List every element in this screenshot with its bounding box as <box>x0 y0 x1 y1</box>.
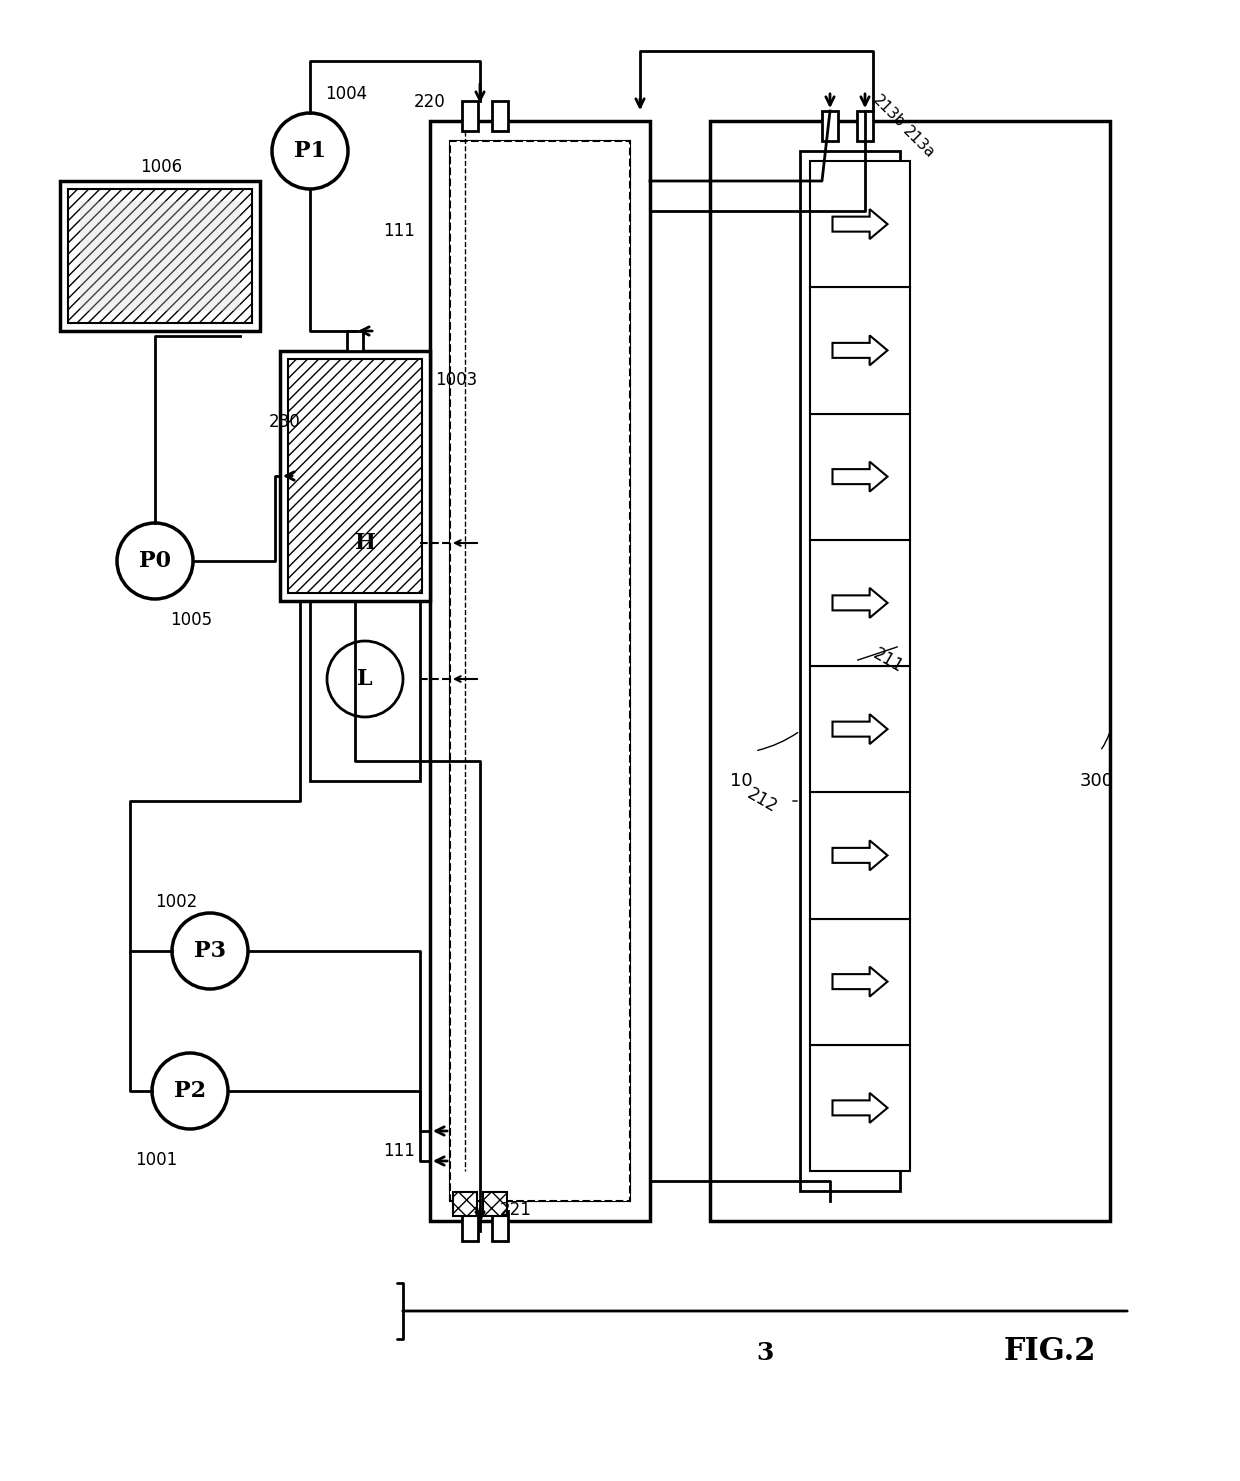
Bar <box>453 1192 477 1216</box>
Bar <box>310 441 420 780</box>
Bar <box>60 181 260 330</box>
Bar <box>280 351 430 601</box>
Text: 111: 111 <box>383 222 415 240</box>
Text: 220: 220 <box>414 93 446 111</box>
Bar <box>68 190 252 323</box>
Bar <box>810 918 910 1044</box>
Text: 1003: 1003 <box>435 372 477 390</box>
Text: P3: P3 <box>193 940 226 963</box>
Text: FIG.2: FIG.2 <box>1003 1336 1096 1367</box>
Text: 1004: 1004 <box>325 84 367 104</box>
Text: 221: 221 <box>500 1201 532 1219</box>
Bar <box>810 287 910 413</box>
Bar <box>81 201 241 311</box>
Text: 3: 3 <box>756 1340 774 1365</box>
Text: P1: P1 <box>294 141 326 161</box>
Text: 1001: 1001 <box>135 1151 177 1169</box>
Bar <box>463 1211 477 1241</box>
Text: P0: P0 <box>139 549 171 572</box>
Text: 230: 230 <box>268 413 300 431</box>
Bar <box>857 111 873 141</box>
Text: L: L <box>357 668 373 690</box>
Text: P2: P2 <box>174 1080 206 1102</box>
Bar <box>810 539 910 666</box>
Bar <box>800 151 900 1191</box>
Bar <box>822 111 838 141</box>
Bar <box>810 413 910 539</box>
Bar <box>463 101 477 130</box>
Text: 1002: 1002 <box>155 893 197 911</box>
Bar <box>484 1192 507 1216</box>
Bar <box>450 141 630 1201</box>
Text: 213b: 213b <box>870 93 908 130</box>
Text: 1006: 1006 <box>140 158 182 176</box>
Bar <box>711 121 1110 1220</box>
Bar <box>810 161 910 287</box>
Bar <box>450 141 630 1201</box>
Bar <box>430 121 650 1220</box>
Bar <box>492 1211 508 1241</box>
Text: 213a: 213a <box>900 123 937 161</box>
Bar <box>810 792 910 918</box>
Text: 10: 10 <box>730 772 753 789</box>
Bar <box>347 330 363 351</box>
Bar <box>288 358 422 592</box>
Text: 300: 300 <box>1080 772 1114 789</box>
Text: H: H <box>355 532 376 554</box>
Text: 211: 211 <box>870 646 906 677</box>
Text: 1005: 1005 <box>170 612 212 629</box>
Bar <box>810 666 910 792</box>
Bar <box>492 101 508 130</box>
Text: 111: 111 <box>383 1142 415 1160</box>
Text: 212: 212 <box>744 785 780 816</box>
Bar <box>810 1044 910 1171</box>
